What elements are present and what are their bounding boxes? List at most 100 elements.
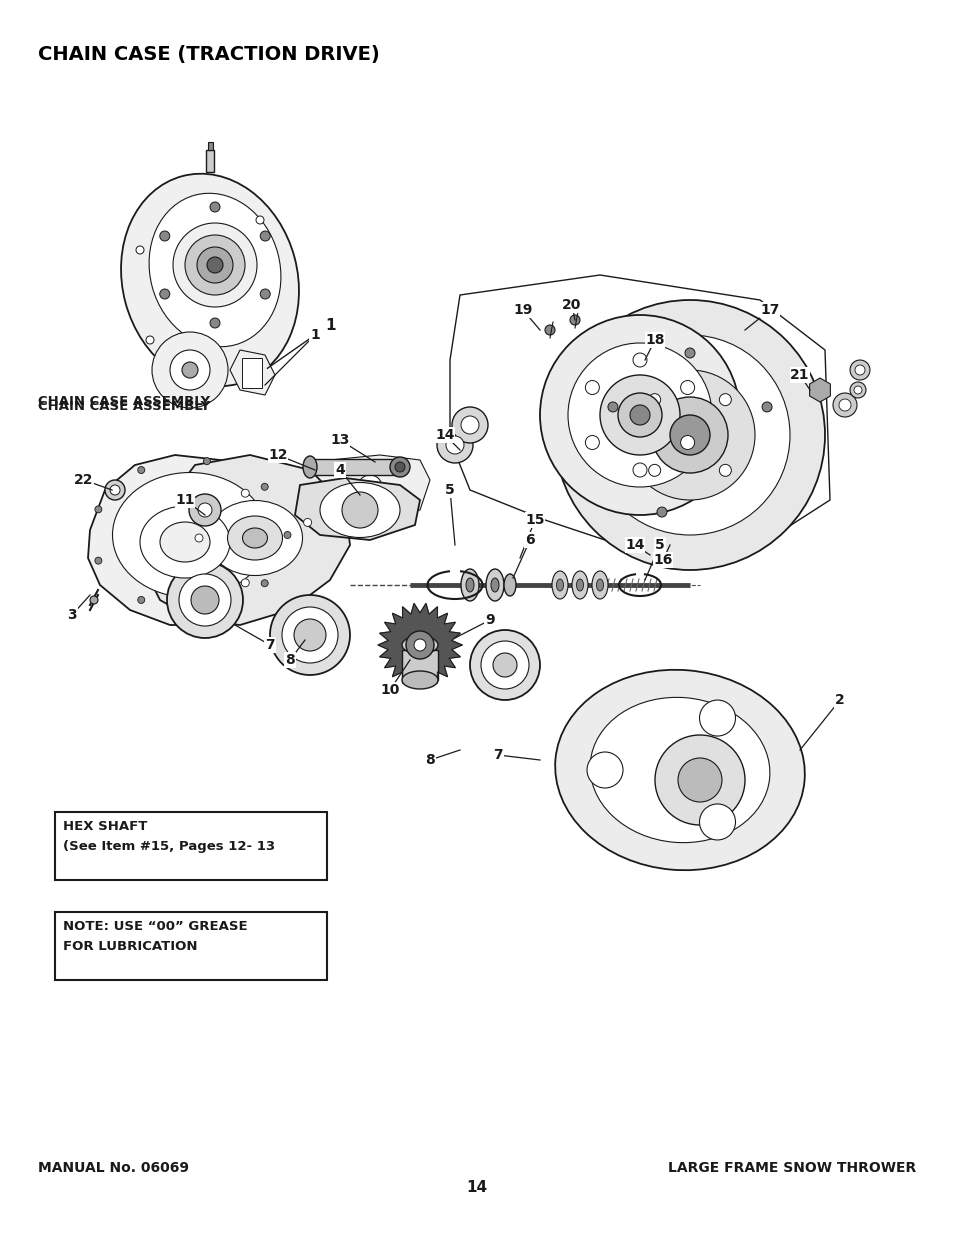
Ellipse shape (555, 669, 804, 871)
Circle shape (648, 464, 659, 477)
Text: 4: 4 (335, 463, 345, 477)
Text: MANUAL No. 06069: MANUAL No. 06069 (38, 1161, 189, 1174)
Text: 18: 18 (644, 333, 664, 347)
Text: 8: 8 (285, 653, 294, 667)
Circle shape (159, 231, 170, 241)
Circle shape (207, 257, 223, 273)
Circle shape (191, 585, 219, 614)
Text: 2: 2 (834, 693, 844, 706)
Circle shape (618, 393, 661, 437)
Circle shape (544, 325, 555, 335)
Circle shape (255, 216, 264, 224)
Text: CHAIN CASE ASSEMBLY: CHAIN CASE ASSEMBLY (38, 400, 210, 412)
Circle shape (282, 606, 337, 663)
Ellipse shape (556, 579, 563, 592)
Polygon shape (310, 454, 430, 520)
Circle shape (110, 485, 120, 495)
FancyBboxPatch shape (310, 459, 399, 475)
FancyBboxPatch shape (55, 811, 327, 881)
Circle shape (669, 415, 709, 454)
Circle shape (678, 758, 721, 802)
Circle shape (586, 752, 622, 788)
Text: CHAIN CASE ASSEMBLY: CHAIN CASE ASSEMBLY (38, 395, 210, 408)
Circle shape (657, 508, 666, 517)
Circle shape (406, 631, 434, 659)
Ellipse shape (401, 671, 437, 689)
Ellipse shape (592, 571, 607, 599)
Circle shape (210, 203, 220, 212)
Polygon shape (145, 454, 350, 625)
Ellipse shape (242, 529, 267, 548)
Circle shape (607, 401, 618, 412)
Text: 22: 22 (74, 473, 93, 487)
Ellipse shape (465, 578, 474, 592)
Circle shape (539, 315, 740, 515)
Circle shape (179, 574, 231, 626)
Text: 1: 1 (310, 329, 319, 342)
Circle shape (159, 289, 170, 299)
Circle shape (395, 462, 405, 472)
Circle shape (260, 231, 270, 241)
FancyBboxPatch shape (206, 149, 213, 172)
Circle shape (194, 534, 203, 542)
Circle shape (189, 494, 221, 526)
Circle shape (152, 332, 228, 408)
Circle shape (182, 362, 198, 378)
Circle shape (699, 700, 735, 736)
FancyBboxPatch shape (242, 358, 262, 388)
Circle shape (719, 464, 731, 477)
Circle shape (655, 735, 744, 825)
Text: 5: 5 (655, 538, 664, 552)
Circle shape (203, 605, 211, 613)
Circle shape (261, 483, 268, 490)
Polygon shape (294, 478, 419, 540)
Circle shape (170, 350, 210, 390)
Circle shape (136, 246, 144, 254)
Text: 6: 6 (525, 534, 535, 547)
Text: 20: 20 (561, 298, 581, 312)
Circle shape (90, 597, 98, 604)
Circle shape (357, 475, 381, 499)
Text: 19: 19 (513, 303, 532, 317)
Text: 11: 11 (175, 493, 194, 508)
Circle shape (854, 366, 864, 375)
Text: HEX SHAFT
(See Item #15, Pages 12- 13: HEX SHAFT (See Item #15, Pages 12- 13 (63, 820, 274, 853)
Ellipse shape (572, 571, 587, 599)
Text: 15: 15 (525, 513, 544, 527)
Circle shape (270, 595, 350, 676)
Circle shape (629, 405, 649, 425)
Ellipse shape (149, 193, 280, 347)
Circle shape (210, 317, 220, 329)
Ellipse shape (401, 636, 437, 655)
Ellipse shape (319, 483, 399, 537)
Ellipse shape (596, 579, 603, 592)
Ellipse shape (460, 569, 478, 601)
Circle shape (241, 489, 249, 498)
Circle shape (679, 436, 694, 450)
Circle shape (446, 436, 463, 454)
Circle shape (585, 436, 598, 450)
Text: 21: 21 (789, 368, 809, 382)
Polygon shape (88, 454, 319, 625)
Ellipse shape (227, 516, 282, 559)
Circle shape (436, 427, 473, 463)
Circle shape (679, 380, 694, 394)
Polygon shape (230, 350, 274, 395)
Circle shape (452, 408, 488, 443)
Circle shape (699, 804, 735, 840)
Circle shape (198, 503, 212, 517)
Circle shape (137, 467, 145, 473)
Circle shape (832, 393, 856, 417)
Text: 14: 14 (466, 1179, 487, 1195)
Circle shape (294, 619, 326, 651)
Polygon shape (377, 604, 461, 687)
Text: 7: 7 (265, 638, 274, 652)
Circle shape (761, 401, 771, 412)
Text: LARGE FRAME SNOW THROWER: LARGE FRAME SNOW THROWER (667, 1161, 915, 1174)
Circle shape (633, 353, 646, 367)
Text: 16: 16 (653, 553, 672, 567)
Circle shape (684, 348, 695, 358)
Circle shape (624, 370, 754, 500)
Text: 14: 14 (435, 429, 455, 442)
Circle shape (555, 300, 824, 571)
